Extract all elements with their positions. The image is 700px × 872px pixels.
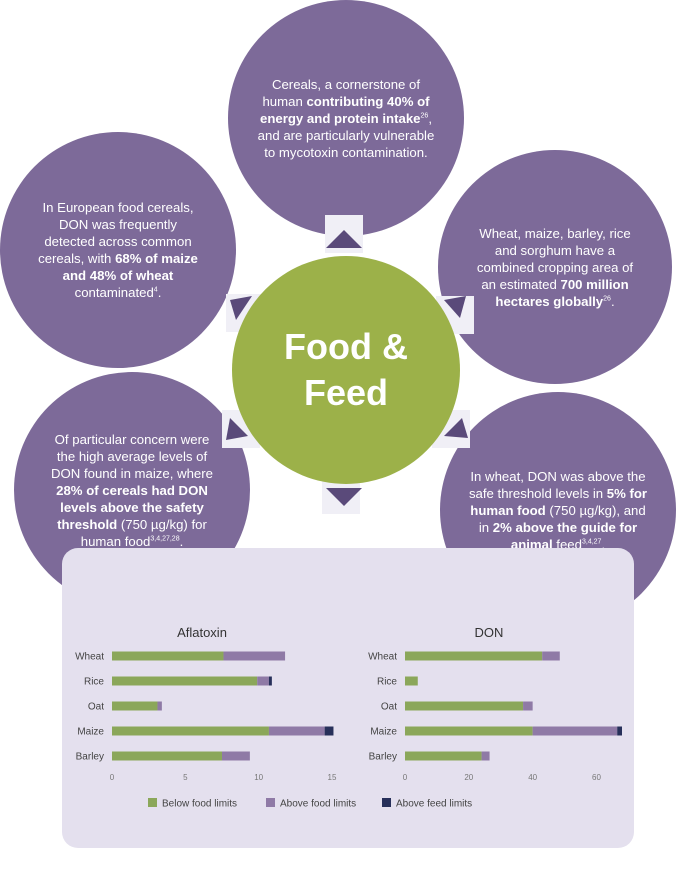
legend-label: Above food limits [280, 799, 356, 810]
info-circle-top-left: In European food cereals, DON was freque… [0, 132, 236, 368]
bar-segment [257, 676, 269, 686]
bar-segment [617, 726, 622, 736]
category-label: Oat [381, 702, 397, 713]
bar-segment [523, 701, 533, 711]
tick-label: 20 [464, 773, 473, 782]
legend-label: Below food limits [162, 799, 237, 810]
bar-segment [405, 651, 543, 661]
bar-segment [268, 726, 325, 736]
tick-label: 0 [403, 773, 408, 782]
category-label: Maize [77, 727, 104, 738]
info-text-top-left: In European food cereals, DON was freque… [38, 200, 198, 300]
category-label: Rice [84, 677, 104, 688]
category-label: Barley [76, 752, 104, 763]
chart-panel: Aflatoxin Wheat Rice Oat Maize Barley 0 5 10 15 DO… [62, 548, 634, 848]
tick-label: 60 [592, 773, 601, 782]
bar-segment [157, 701, 162, 711]
chart-title: Aflatoxin [177, 625, 227, 640]
arrow-up-icon [326, 230, 362, 248]
arrow-up-right-icon [444, 296, 466, 318]
bar-segment [223, 651, 286, 661]
bar-segment [532, 726, 618, 736]
category-label: Wheat [368, 652, 397, 663]
tick-label: 40 [528, 773, 537, 782]
category-label: Wheat [75, 652, 104, 663]
bar-segment [324, 726, 334, 736]
arrows-layer [226, 230, 468, 506]
legend-swatch [382, 798, 391, 807]
bar-segment [112, 676, 258, 686]
bar-segment [222, 751, 250, 761]
tick-label: 15 [328, 773, 337, 782]
center-circle: Food & Feed [232, 256, 460, 484]
info-text-top: Cereals, a cornerstone of human contribu… [257, 76, 435, 160]
bar-segment [268, 676, 272, 686]
bar-segment [112, 751, 222, 761]
bar-segment [405, 676, 418, 686]
bar-segment [112, 651, 224, 661]
bar-segment [481, 751, 490, 761]
bar-segment [405, 751, 482, 761]
info-text-bottom-right: In wheat, DON was above the safe thresho… [468, 468, 648, 552]
info-circle-top: Cereals, a cornerstone of human contribu… [228, 0, 464, 236]
bar-segment [112, 726, 269, 736]
category-label: Oat [88, 702, 104, 713]
legend-swatch [266, 798, 275, 807]
arrow-up-left-icon [230, 296, 252, 320]
charts-svg: Aflatoxin Wheat Rice Oat Maize Barley 0 5 10 15 DO… [75, 625, 622, 810]
arrow-down-icon [326, 488, 362, 506]
tick-label: 0 [110, 773, 115, 782]
legend-label: Above feed limits [396, 799, 472, 810]
center-title-line-1: Food & [284, 326, 408, 367]
arrow-down-left-icon [226, 418, 248, 440]
chart-title: DON [475, 625, 504, 640]
info-circle-top-right: Wheat, maize, barley, rice and sorghum h… [438, 150, 672, 384]
category-label: Barley [369, 752, 397, 763]
tick-label: 10 [254, 773, 263, 782]
bar-segment [112, 701, 158, 711]
info-text-bottom-left: Of particular concern were the high aver… [51, 431, 213, 549]
info-text-top-right: Wheat, maize, barley, rice and sorghum h… [476, 225, 634, 309]
center-title-line-2: Feed [303, 372, 389, 413]
tick-label: 5 [183, 773, 188, 782]
bar-segment [405, 726, 533, 736]
arrow-down-right-icon [444, 418, 468, 438]
bar-segment [405, 701, 524, 711]
category-label: Rice [377, 677, 397, 688]
category-label: Maize [370, 727, 397, 738]
legend-swatch [148, 798, 157, 807]
bar-segment [542, 651, 560, 661]
